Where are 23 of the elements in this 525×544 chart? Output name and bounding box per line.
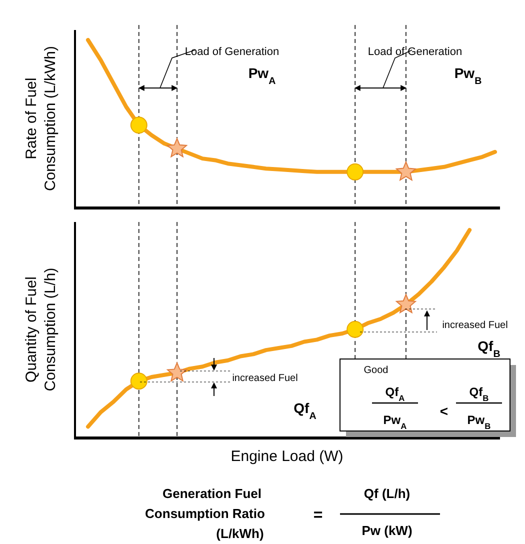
annotation: Pw$_{B}$: [467, 413, 491, 431]
annotation: Qf$_{A}$: [385, 385, 405, 403]
annotation: Qf$_{B}$: [478, 338, 500, 360]
text: Generation Fuel: [162, 486, 262, 501]
annotation: increased Fuel: [442, 320, 508, 331]
text: =: [313, 507, 323, 524]
annotation: Qf$_{B}$: [469, 385, 489, 403]
text: (L/kWh): [216, 526, 264, 541]
annotation: Pw$_{A}$: [383, 413, 407, 431]
text: Pw (kW): [362, 523, 412, 538]
text: Qf (L/h): [364, 486, 410, 501]
annotation: Good: [364, 365, 388, 376]
annotation: increased Fuel: [232, 373, 298, 384]
annotation: Load of Generation: [184, 46, 280, 58]
x-axis-title: Engine Load (W): [230, 448, 344, 465]
annotation: Qf$_{A}$: [294, 400, 316, 422]
y-axis-title: Rate of Fuel Consumption (L/kWh): [23, 46, 59, 192]
text: Consumption Ratio: [145, 506, 265, 521]
y-axis-title: Quantity of Fuel Consumption (L/h): [23, 268, 59, 392]
annotation: Pw$_{B}$: [454, 65, 482, 86]
annotation: Pw$_{A}$: [248, 65, 276, 86]
annotation: <: [440, 403, 448, 419]
annotation: Load of Generation: [368, 46, 462, 58]
